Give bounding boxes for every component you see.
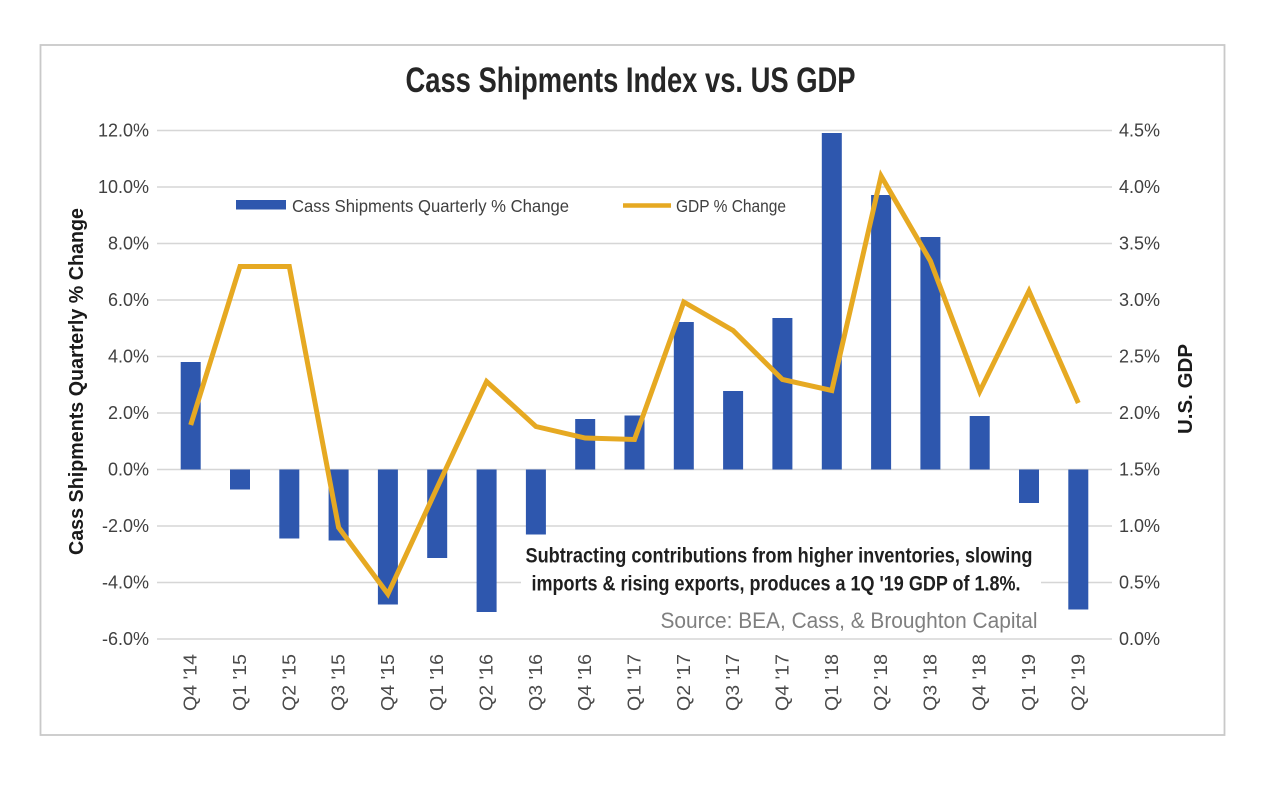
svg-text:Q1 '17: Q1 '17 <box>625 654 645 711</box>
svg-text:U.S. GDP: U.S. GDP <box>1175 344 1197 434</box>
svg-text:2.0%: 2.0% <box>108 403 149 423</box>
svg-text:12.0%: 12.0% <box>98 121 149 141</box>
svg-text:0.0%: 0.0% <box>1119 629 1160 649</box>
svg-text:Q3 '16: Q3 '16 <box>526 654 546 711</box>
svg-text:Q2 '18: Q2 '18 <box>871 654 891 711</box>
svg-text:Q4 '17: Q4 '17 <box>772 654 792 711</box>
svg-text:8.0%: 8.0% <box>108 234 149 254</box>
svg-text:2.0%: 2.0% <box>1119 403 1160 423</box>
svg-text:imports & rising exports, prod: imports & rising exports, produces a 1Q … <box>532 572 1021 596</box>
svg-text:Q2 '16: Q2 '16 <box>477 654 497 711</box>
svg-text:0.0%: 0.0% <box>108 460 149 480</box>
svg-text:Q3 '18: Q3 '18 <box>920 654 940 711</box>
svg-text:Q1 '19: Q1 '19 <box>1019 654 1039 711</box>
svg-text:Cass Shipments Index vs. US GD: Cass Shipments Index vs. US GDP <box>406 61 856 100</box>
svg-text:Q2 '17: Q2 '17 <box>674 654 694 711</box>
svg-text:4.0%: 4.0% <box>108 347 149 367</box>
svg-text:Cass Shipments Quarterly % Cha: Cass Shipments Quarterly % Change <box>292 196 569 216</box>
svg-text:Q2 '19: Q2 '19 <box>1068 654 1088 711</box>
svg-text:4.0%: 4.0% <box>1119 177 1160 197</box>
svg-text:Q3 '17: Q3 '17 <box>723 654 743 711</box>
svg-text:Cass Shipments Quarterly % Cha: Cass Shipments Quarterly % Change <box>66 208 88 555</box>
svg-text:GDP % Change: GDP % Change <box>676 196 786 216</box>
svg-text:-4.0%: -4.0% <box>102 573 149 593</box>
svg-text:Subtracting contributions from: Subtracting contributions from higher in… <box>526 544 1033 568</box>
svg-text:Source: BEA, Cass, & Broughton: Source: BEA, Cass, & Broughton Capital <box>661 608 1038 633</box>
svg-text:6.0%: 6.0% <box>108 290 149 310</box>
svg-text:Q4 '16: Q4 '16 <box>575 654 595 711</box>
svg-text:Q1 '18: Q1 '18 <box>822 654 842 711</box>
svg-text:Q4 '15: Q4 '15 <box>378 654 398 711</box>
svg-text:Q1 '16: Q1 '16 <box>427 654 447 711</box>
svg-text:Q4 '14: Q4 '14 <box>181 654 201 711</box>
svg-text:1.5%: 1.5% <box>1119 460 1160 480</box>
svg-text:0.5%: 0.5% <box>1119 573 1160 593</box>
svg-text:Q2 '15: Q2 '15 <box>279 654 299 711</box>
svg-text:1.0%: 1.0% <box>1119 516 1160 536</box>
svg-text:2.5%: 2.5% <box>1119 347 1160 367</box>
svg-text:3.5%: 3.5% <box>1119 234 1160 254</box>
svg-text:3.0%: 3.0% <box>1119 290 1160 310</box>
svg-text:-2.0%: -2.0% <box>102 516 149 536</box>
svg-text:Q3 '15: Q3 '15 <box>329 654 349 711</box>
svg-text:4.5%: 4.5% <box>1119 121 1160 141</box>
svg-text:Q1 '15: Q1 '15 <box>230 654 250 711</box>
svg-text:Q4 '18: Q4 '18 <box>970 654 990 711</box>
svg-text:-6.0%: -6.0% <box>102 629 149 649</box>
svg-text:10.0%: 10.0% <box>98 177 149 197</box>
